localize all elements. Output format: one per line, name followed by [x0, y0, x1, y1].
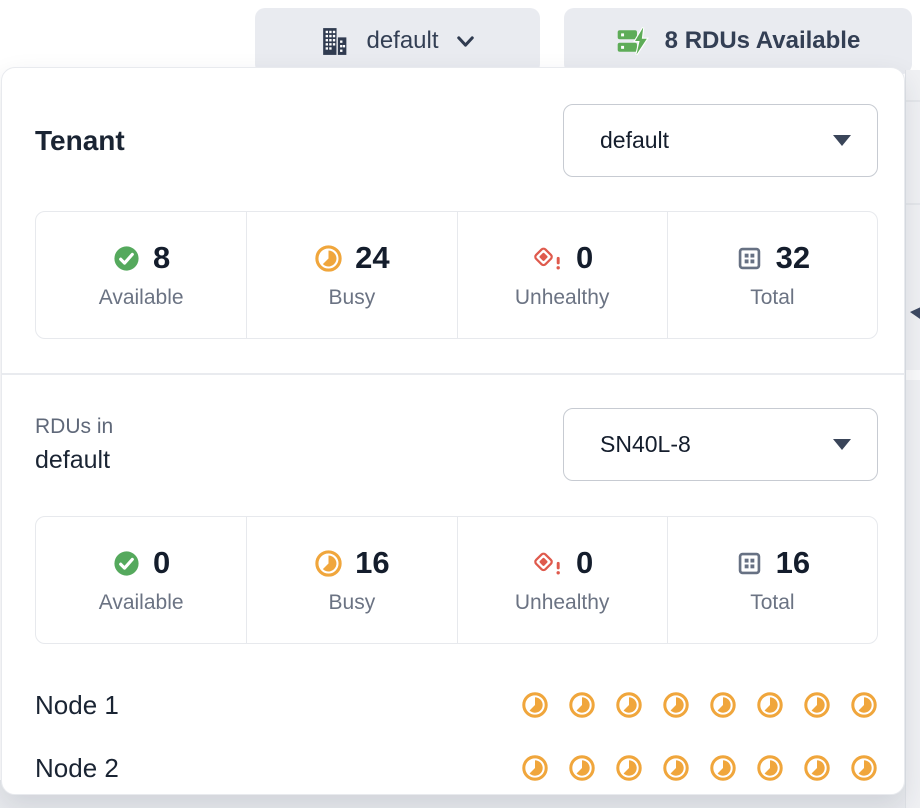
- stat-label: Available: [98, 591, 184, 614]
- tenant-switcher-label: default: [366, 27, 439, 54]
- tenant-stats-card: 8 Available 24 Busy 0: [35, 211, 878, 339]
- busy-icon: [757, 755, 783, 781]
- stat-label: Total: [750, 286, 795, 309]
- busy-icon: [710, 692, 736, 718]
- total-grid-icon: [738, 552, 760, 574]
- busy-icon: [804, 692, 830, 718]
- busy-icon: [663, 692, 689, 718]
- busy-pie-icon: [315, 549, 342, 577]
- stat-label: Total: [750, 591, 795, 614]
- server-bolt-icon: [617, 26, 649, 56]
- caret-down-icon: [833, 439, 851, 450]
- node-rdu-status-icons: [521, 754, 878, 782]
- rdu-stat-available: 0 Available: [36, 517, 246, 643]
- busy-icon: [663, 755, 689, 781]
- edge-divider: [906, 100, 920, 102]
- busy-icon: [569, 755, 595, 781]
- rdu-header-row: RDUs in default SN40L-8: [35, 408, 878, 481]
- stat-label: Unhealthy: [514, 591, 610, 614]
- busy-icon: [522, 692, 548, 718]
- rdu-stat-unhealthy: 0 Unhealthy: [456, 517, 667, 643]
- cursor-glyph: [910, 307, 920, 319]
- stat-label: Busy: [328, 591, 376, 614]
- busy-icon: [804, 755, 830, 781]
- busy-icon: [710, 755, 736, 781]
- tenant-stat-available: 8 Available: [36, 212, 246, 338]
- node-row: Node 1: [35, 682, 878, 728]
- section-divider: [2, 373, 904, 375]
- edge-divider: [906, 370, 920, 380]
- unhealthy-diamond-icon: [534, 552, 560, 575]
- tenant-select[interactable]: default: [563, 104, 878, 177]
- stat-label: Unhealthy: [514, 286, 610, 309]
- building-icon: [323, 27, 347, 55]
- page-edge-strip: [905, 70, 920, 808]
- tenant-section-title: Tenant: [35, 124, 125, 156]
- available-check-icon: [114, 245, 139, 271]
- tenant-stat-unhealthy: 0 Unhealthy: [456, 212, 667, 338]
- busy-icon: [616, 755, 642, 781]
- rdu-type-select-value: SN40L-8: [600, 431, 691, 457]
- tenant-popover-panel: Tenant default 8 Available 24: [1, 67, 905, 795]
- chevron-down-icon: [456, 35, 474, 47]
- rdu-type-select[interactable]: SN40L-8: [563, 408, 878, 481]
- node-row: Node 2: [35, 745, 878, 791]
- node-rdu-status-icons: [521, 691, 878, 719]
- busy-icon: [851, 692, 877, 718]
- unhealthy-diamond-icon: [534, 247, 560, 270]
- rdu-stats-card: 0 Available 16 Busy 0: [35, 516, 878, 644]
- tenant-header-row: Tenant default: [35, 104, 878, 177]
- rdu-section-title: RDUs in default: [35, 412, 113, 478]
- busy-icon: [569, 692, 595, 718]
- stat-label: Available: [98, 286, 184, 309]
- node-label: Node 2: [35, 752, 119, 783]
- stat-value: 8: [153, 240, 171, 275]
- rdu-title-line1: RDUs in: [35, 414, 114, 438]
- stat-value: 0: [576, 240, 594, 275]
- stat-value: 32: [775, 240, 811, 275]
- available-check-icon: [114, 550, 139, 576]
- busy-icon: [522, 755, 548, 781]
- stat-label: Busy: [328, 286, 376, 309]
- stat-value: 0: [576, 545, 594, 580]
- busy-icon: [616, 692, 642, 718]
- stat-value: 16: [355, 545, 390, 580]
- total-grid-icon: [738, 247, 760, 269]
- rdus-available-button[interactable]: 8 RDUs Available: [564, 8, 912, 74]
- tenant-stat-busy: 24 Busy: [246, 212, 456, 338]
- tenant-select-value: default: [600, 127, 670, 153]
- rdu-stat-total: 16 Total: [666, 517, 877, 643]
- rdu-title-line2: default: [35, 445, 111, 474]
- busy-icon: [757, 692, 783, 718]
- tenant-switcher-button[interactable]: default: [255, 8, 540, 74]
- caret-down-icon: [833, 135, 851, 146]
- edge-divider: [906, 203, 920, 205]
- tenant-stat-total: 32 Total: [666, 212, 877, 338]
- stat-value: 0: [153, 545, 171, 580]
- node-label: Node 1: [35, 689, 119, 720]
- stat-value: 24: [355, 240, 390, 275]
- busy-pie-icon: [315, 244, 342, 272]
- rdu-stat-busy: 16 Busy: [246, 517, 456, 643]
- rdus-available-label: 8 RDUs Available: [664, 27, 861, 54]
- stat-value: 16: [775, 545, 811, 580]
- busy-icon: [851, 755, 877, 781]
